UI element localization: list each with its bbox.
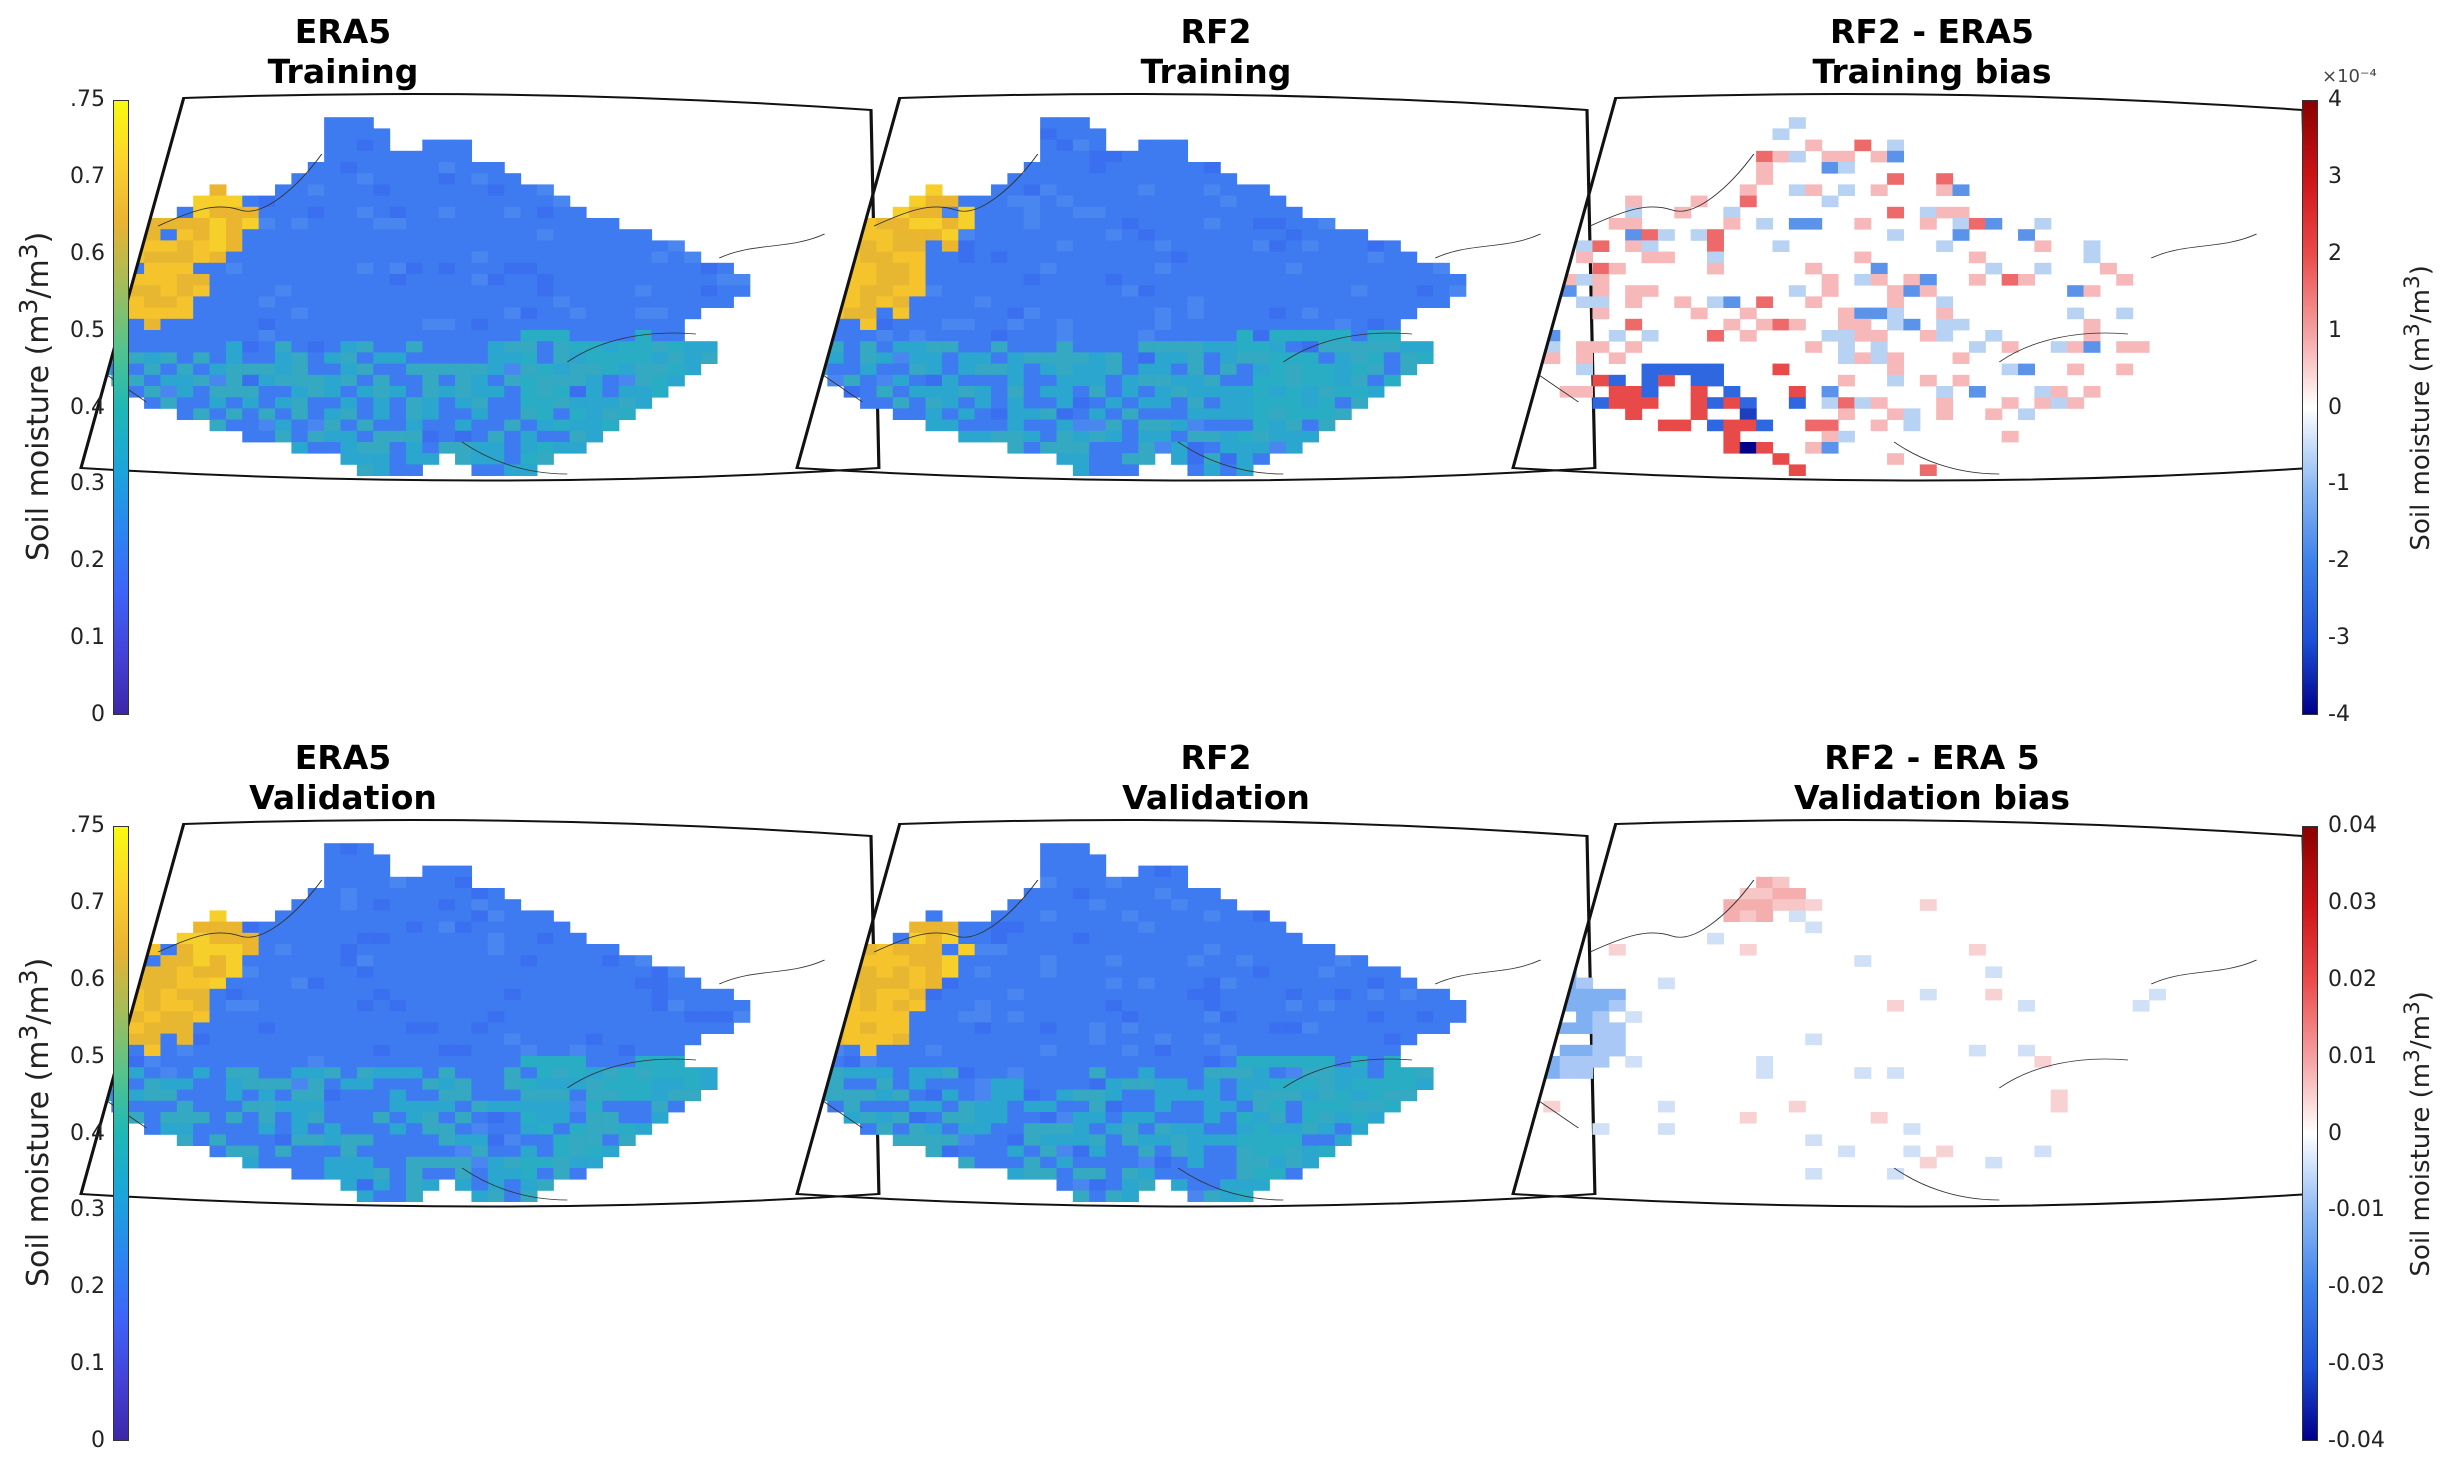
colorbar-tick-label: 0.03 [2328, 889, 2377, 915]
map-panel-rf2-validation [795, 819, 1597, 1208]
colorbar-tick-label: 0.7 [70, 889, 105, 915]
map-frame [795, 93, 1597, 482]
colorbar-tick-label: 1 [2328, 317, 2342, 343]
colorbar-tick-label: 0.1 [70, 1351, 105, 1377]
colorbar-tick-label: -4 [2328, 702, 2350, 727]
colorbar-tick-label: 0 [2328, 394, 2342, 420]
panel-title-rf2-training: RF2 Training [1140, 12, 1292, 91]
colorbar-soil-moisture-top [113, 100, 129, 715]
colorbar-tick-label: 0.6 [70, 240, 105, 266]
colorbar-tick-label: 0.5 [70, 317, 105, 343]
colorbar-tick-label: 0.2 [70, 548, 105, 574]
colorbar-label-validation-bias: Soil moisture (m3/m3) [2400, 991, 2436, 1277]
colorbar-tick-label: 4 [2328, 87, 2342, 112]
colorbar-tick-label: 0 [91, 702, 105, 727]
colorbar-tick-label: -0.03 [2328, 1351, 2385, 1377]
colorbar-soil-moisture-bottom [113, 826, 129, 1441]
colorbar-validation-bias [2302, 826, 2318, 1441]
colorbar-tick-label: 0.6 [70, 966, 105, 992]
panel-title-bias-training: RF2 - ERA5 Training bias [1812, 12, 2052, 91]
panel-title-rf2-validation: RF2 Validation [1122, 738, 1310, 817]
colorbar-tick-label: 0 [91, 1428, 105, 1453]
map-frame [795, 819, 1597, 1208]
colorbar-tick-label: 2 [2328, 240, 2342, 266]
panel-title-era5-training: ERA5 Training [267, 12, 419, 91]
colorbar-tick-label: -1 [2328, 471, 2350, 497]
colorbar-tick-label: -0.04 [2328, 1428, 2385, 1453]
colorbar-tick-label: 0.01 [2328, 1043, 2377, 1069]
colorbar-tick-label: -0.01 [2328, 1197, 2385, 1223]
map-panel-bias-training [1511, 93, 2313, 482]
colorbar-tick-label: 0.5 [70, 1043, 105, 1069]
colorbar-tick-label: 0.04 [2328, 813, 2377, 838]
colorbar-tick-label: -3 [2328, 625, 2350, 651]
colorbar-tick-label: .75 [70, 813, 105, 838]
colorbar-tick-label: -2 [2328, 548, 2350, 574]
colorbar-tick-label: 0.7 [70, 163, 105, 189]
colorbar-label-soil-moisture-top: Soil moisture (m3/m3) [14, 231, 56, 561]
colorbar-tick-label: 0.3 [70, 471, 105, 497]
colorbar-exponent: ×10⁻⁴ [2322, 66, 2377, 87]
map-panel-rf2-training [795, 93, 1597, 482]
colorbar-training-bias [2302, 100, 2318, 715]
map-frame [79, 819, 881, 1208]
colorbar-tick-label: 0 [2328, 1120, 2342, 1146]
map-panel-bias-validation [1511, 819, 2313, 1208]
colorbar-tick-label: 0.2 [70, 1274, 105, 1300]
colorbar-tick-label: 3 [2328, 163, 2342, 189]
map-panel-era5-validation [79, 819, 881, 1208]
colorbar-tick-label: 0.1 [70, 625, 105, 651]
colorbar-tick-label: 0.4 [70, 1120, 105, 1146]
map-panel-era5-training [79, 93, 881, 482]
map-frame [79, 93, 881, 482]
colorbar-tick-label: .75 [70, 87, 105, 112]
colorbar-tick-label: -0.02 [2328, 1274, 2385, 1300]
colorbar-tick-label: 0.3 [70, 1197, 105, 1223]
panel-title-era5-validation: ERA5 Validation [249, 738, 437, 817]
colorbar-label-soil-moisture-bottom: Soil moisture (m3/m3) [14, 957, 56, 1287]
colorbar-tick-label: 0.4 [70, 394, 105, 420]
panel-title-bias-validation: RF2 - ERA 5 Validation bias [1793, 738, 2071, 817]
colorbar-tick-label: 0.02 [2328, 966, 2377, 992]
colorbar-label-training-bias: Soil moisture (m3/m3) [2400, 265, 2436, 551]
